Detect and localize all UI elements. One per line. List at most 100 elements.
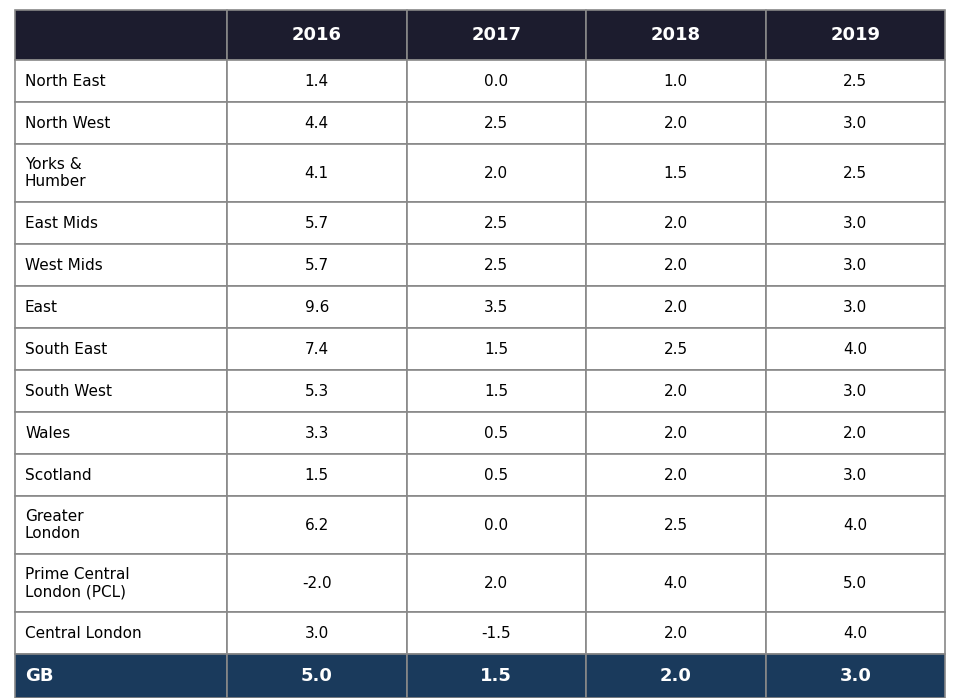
Text: 3.0: 3.0	[839, 667, 871, 685]
Bar	[586, 10, 765, 60]
Text: 3.3: 3.3	[304, 426, 329, 440]
Bar	[406, 244, 586, 286]
Bar	[586, 202, 765, 244]
Bar	[406, 454, 586, 496]
Bar	[765, 496, 945, 554]
Text: 2016: 2016	[292, 26, 342, 44]
Text: 2.0: 2.0	[663, 216, 687, 230]
Text: 4.0: 4.0	[843, 341, 867, 357]
Text: 2.5: 2.5	[663, 341, 687, 357]
Bar	[228, 612, 406, 654]
Bar	[228, 654, 406, 698]
Text: 3.0: 3.0	[843, 468, 868, 482]
Text: 2.0: 2.0	[484, 165, 509, 181]
Text: 5.7: 5.7	[304, 258, 329, 272]
Text: 2.0: 2.0	[663, 468, 687, 482]
Text: East: East	[25, 299, 58, 315]
Bar	[228, 496, 406, 554]
Text: West Mids: West Mids	[25, 258, 103, 272]
Text: Central London: Central London	[25, 625, 142, 641]
Text: East Mids: East Mids	[25, 216, 98, 230]
Bar	[406, 328, 586, 370]
Bar	[228, 10, 406, 60]
Text: 3.0: 3.0	[843, 115, 868, 131]
Bar	[15, 496, 228, 554]
Text: North East: North East	[25, 73, 106, 89]
Text: 2.0: 2.0	[663, 115, 687, 131]
Bar	[586, 454, 765, 496]
Bar	[228, 370, 406, 412]
Text: Yorks &
Humber: Yorks & Humber	[25, 157, 86, 189]
Text: 0.0: 0.0	[484, 73, 509, 89]
Bar	[406, 412, 586, 454]
Text: 2017: 2017	[471, 26, 521, 44]
Text: North West: North West	[25, 115, 110, 131]
Bar	[765, 244, 945, 286]
Text: 1.5: 1.5	[484, 341, 509, 357]
Text: 2.0: 2.0	[663, 625, 687, 641]
Bar	[765, 102, 945, 144]
Text: 1.5: 1.5	[304, 468, 329, 482]
Bar	[765, 60, 945, 102]
Bar	[228, 244, 406, 286]
Bar	[406, 10, 586, 60]
Bar	[586, 244, 765, 286]
Bar	[765, 554, 945, 612]
Text: 3.0: 3.0	[843, 258, 868, 272]
Bar	[228, 286, 406, 328]
Bar	[586, 286, 765, 328]
Text: 3.0: 3.0	[843, 216, 868, 230]
Text: 4.0: 4.0	[843, 517, 867, 533]
Bar	[228, 202, 406, 244]
Text: 1.5: 1.5	[663, 165, 687, 181]
Text: 3.5: 3.5	[484, 299, 509, 315]
Bar	[15, 202, 228, 244]
Text: 4.0: 4.0	[843, 625, 867, 641]
Text: 1.0: 1.0	[663, 73, 687, 89]
Text: 2.5: 2.5	[663, 517, 687, 533]
Bar	[228, 144, 406, 202]
Bar	[586, 612, 765, 654]
Text: 3.0: 3.0	[843, 383, 868, 399]
Text: 3.0: 3.0	[843, 299, 868, 315]
Bar	[15, 454, 228, 496]
Bar	[406, 496, 586, 554]
Text: 1.5: 1.5	[484, 383, 509, 399]
Bar	[15, 10, 228, 60]
Text: 2.0: 2.0	[663, 426, 687, 440]
Bar	[586, 554, 765, 612]
Text: 3.0: 3.0	[304, 625, 329, 641]
Bar	[586, 328, 765, 370]
Bar	[228, 554, 406, 612]
Text: 5.7: 5.7	[304, 216, 329, 230]
Bar	[15, 244, 228, 286]
Text: 5.0: 5.0	[300, 667, 333, 685]
Bar	[765, 202, 945, 244]
Text: 4.1: 4.1	[304, 165, 329, 181]
Bar	[765, 328, 945, 370]
Bar	[228, 60, 406, 102]
Text: 1.5: 1.5	[480, 667, 513, 685]
Bar	[765, 10, 945, 60]
Bar	[228, 454, 406, 496]
Bar	[406, 654, 586, 698]
Text: South East: South East	[25, 341, 108, 357]
Text: 5.0: 5.0	[843, 575, 867, 591]
Bar	[765, 412, 945, 454]
Bar	[15, 60, 228, 102]
Bar	[406, 144, 586, 202]
Text: 2.5: 2.5	[484, 115, 509, 131]
Text: 2.5: 2.5	[484, 258, 509, 272]
Text: 2.0: 2.0	[484, 575, 509, 591]
Bar	[586, 144, 765, 202]
Text: 7.4: 7.4	[304, 341, 329, 357]
Text: 2019: 2019	[830, 26, 880, 44]
Bar	[15, 554, 228, 612]
Text: Greater
London: Greater London	[25, 509, 84, 541]
Bar	[15, 654, 228, 698]
Text: 2.5: 2.5	[484, 216, 509, 230]
Bar	[586, 102, 765, 144]
Text: 2018: 2018	[651, 26, 701, 44]
Bar	[406, 60, 586, 102]
Text: 1.4: 1.4	[304, 73, 329, 89]
